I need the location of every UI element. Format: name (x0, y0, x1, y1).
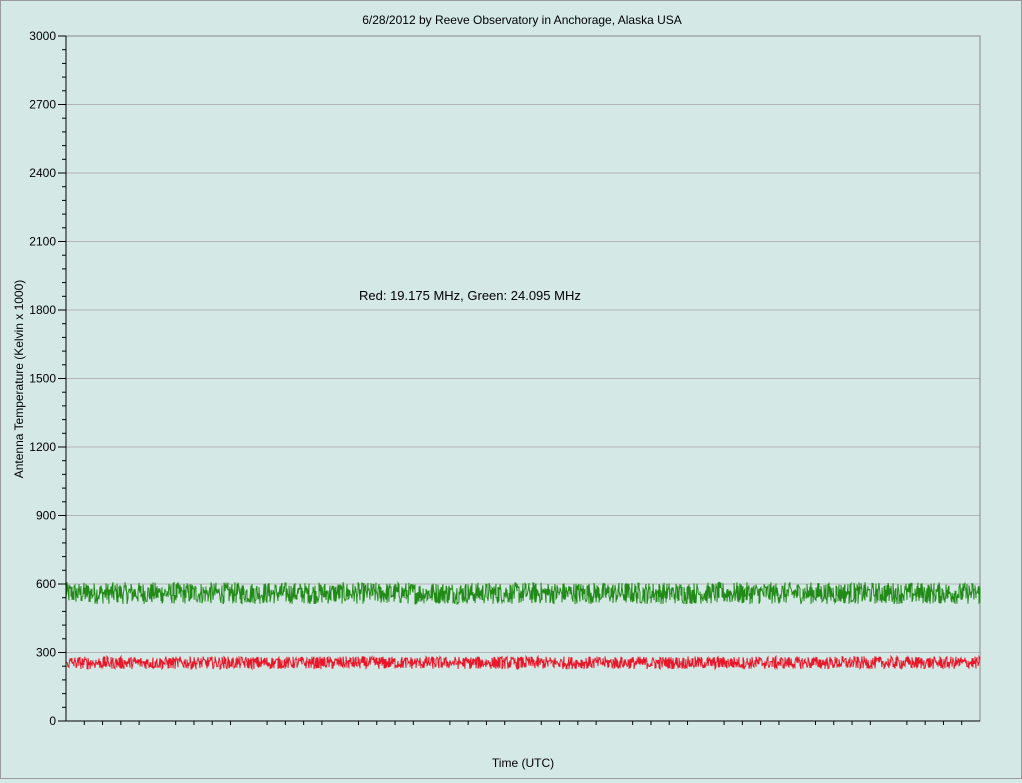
y-tick-label: 300 (36, 646, 56, 660)
y-tick-label: 900 (36, 509, 56, 523)
y-tick-label: 600 (36, 577, 56, 591)
y-tick-label: 1200 (29, 440, 56, 454)
y-tick-label: 0 (49, 714, 56, 728)
y-axis-label: Antenna Temperature (Kelvin x 1000) (12, 280, 26, 479)
y-tick-label: 2100 (29, 235, 56, 249)
y-tick-label: 3000 (29, 29, 56, 43)
y-tick-label: 1500 (29, 372, 56, 386)
chart-title: 6/28/2012 by Reeve Observatory in Anchor… (362, 13, 682, 27)
axes: 0300600900120015001800210024002700300020… (29, 29, 980, 728)
x-axis-label: Time (UTC) (492, 756, 554, 770)
series-line-red (65, 654, 981, 671)
y-tick-label: 1800 (29, 303, 56, 317)
y-tick-label: 2700 (29, 98, 56, 112)
series-layer (65, 580, 981, 671)
series-line-green (65, 580, 981, 605)
grid (66, 104, 980, 653)
chart-annotation: Red: 19.175 MHz, Green: 24.095 MHz (359, 288, 581, 303)
y-tick-label: 2400 (29, 166, 56, 180)
